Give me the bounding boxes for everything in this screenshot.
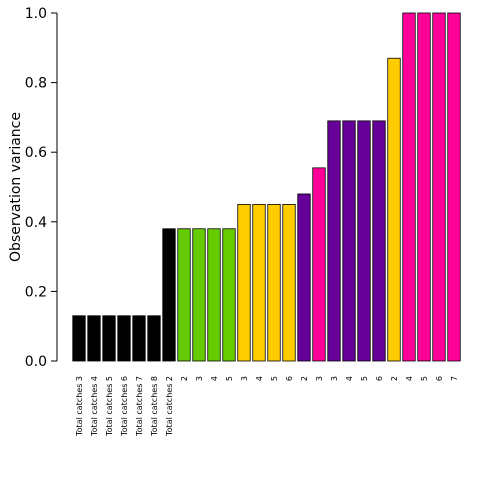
- x-tick-label: Total catches 6: [120, 376, 129, 437]
- x-tick-label: 5: [360, 376, 369, 381]
- x-tick-label: Total catches 3: [75, 376, 84, 437]
- x-tick-label: 4: [255, 376, 264, 381]
- y-tick-label: 0.4: [25, 215, 47, 231]
- x-tick-label: 2: [390, 376, 399, 381]
- x-tick-label: 7: [450, 376, 459, 381]
- bar: [372, 120, 386, 362]
- bar: [162, 228, 176, 362]
- y-tick-label: 0.2: [25, 284, 47, 300]
- x-tick-label: 3: [330, 376, 339, 381]
- bar: [177, 228, 191, 362]
- x-tick-label: 3: [315, 376, 324, 381]
- bar: [222, 228, 236, 362]
- y-tick-label: 1.0: [25, 6, 47, 22]
- x-tick-label: 3: [240, 376, 249, 381]
- bar: [387, 57, 401, 362]
- y-axis-label: Observation variance: [8, 112, 24, 262]
- bar: [357, 120, 371, 362]
- x-tick-label: 5: [225, 376, 234, 381]
- x-tick-label: Total catches 4: [90, 376, 99, 437]
- y-axis: 0.0 0.2 0.4 0.6 0.8 1.0: [25, 6, 58, 370]
- y-tick-label: 0.8: [25, 76, 47, 92]
- y-tick-label: 0.6: [25, 145, 47, 161]
- x-tick-labels: Total catches 3 Total catches 4 Total catc…: [75, 376, 459, 437]
- x-tick-label: 3: [195, 376, 204, 381]
- bar: [267, 203, 281, 362]
- bar: [432, 12, 446, 362]
- bar: [402, 12, 416, 362]
- bar: [312, 167, 326, 362]
- bar: [447, 12, 461, 362]
- bar: [282, 203, 296, 362]
- x-tick-label: 5: [420, 376, 429, 381]
- x-tick-label: Total catches 2: [165, 376, 174, 437]
- bar: [117, 315, 131, 362]
- bar: [342, 120, 356, 362]
- x-tick-label: 4: [345, 376, 354, 381]
- bar: [237, 203, 251, 362]
- x-tick-label: 2: [180, 376, 189, 381]
- bar: [207, 228, 221, 362]
- x-tick-label: Total catches 8: [150, 376, 159, 437]
- x-tick-label: 2: [300, 376, 309, 381]
- x-tick-label: 5: [270, 376, 279, 381]
- bar: [327, 120, 341, 362]
- bars: [72, 12, 461, 362]
- x-tick-label: Total catches 7: [135, 376, 144, 437]
- bar: [252, 203, 266, 362]
- x-tick-label: 6: [375, 376, 384, 381]
- bar: [297, 193, 311, 362]
- bar: [72, 315, 86, 362]
- y-tick-label: 0.0: [25, 354, 47, 370]
- bar: [132, 315, 146, 362]
- x-tick-label: 6: [285, 376, 294, 381]
- bar: [417, 12, 431, 362]
- bar: [87, 315, 101, 362]
- bar: [192, 228, 206, 362]
- bar: [102, 315, 116, 362]
- bar: [147, 315, 161, 362]
- x-tick-label: 6: [435, 376, 444, 381]
- x-tick-label: Total catches 5: [105, 376, 114, 437]
- x-tick-label: 4: [210, 376, 219, 381]
- x-tick-label: 4: [405, 376, 414, 381]
